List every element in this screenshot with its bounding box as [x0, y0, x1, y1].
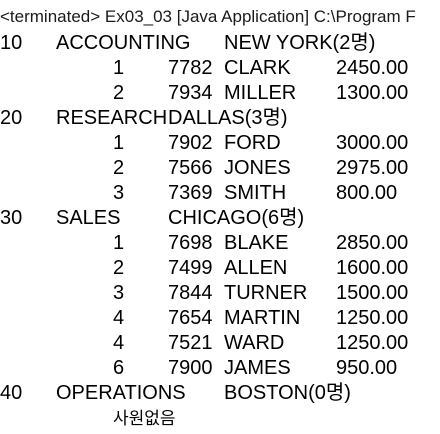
dept-number: 30 — [0, 207, 23, 229]
dept-number: 10 — [0, 32, 23, 54]
employee-row: 3 7844 TURNER 1500.00 — [0, 281, 440, 306]
employee-rank: 1 — [113, 57, 125, 79]
employee-salary: 950.00 — [336, 357, 398, 379]
employee-rank: 1 — [113, 132, 125, 154]
dept-name: ACCOUNTING — [56, 32, 191, 54]
employee-row: 1 7782 CLARK 2450.00 — [0, 56, 440, 81]
employee-number: 7934 — [168, 82, 213, 104]
employee-salary: 3000.00 — [336, 132, 409, 154]
employee-salary: 1300.00 — [336, 82, 409, 104]
employee-rank: 4 — [113, 332, 125, 354]
employee-name: MILLER — [224, 82, 297, 104]
employee-number: 7499 — [168, 257, 213, 279]
employee-rank: 3 — [113, 182, 125, 204]
employee-row: 2 7934 MILLER 1300.00 — [0, 81, 440, 106]
console-header: <terminated> Ex03_03 [Java Application] … — [0, 7, 416, 26]
employee-name: JAMES — [224, 357, 291, 379]
employee-number: 7844 — [168, 282, 213, 304]
employee-number: 7566 — [168, 157, 213, 179]
employee-number: 7902 — [168, 132, 213, 154]
employee-row: 6 7900 JAMES 950.00 — [0, 356, 440, 381]
dept-row: 20 RESEARCH DALLAS(3명) — [0, 106, 440, 131]
employee-row: 4 7654 MARTIN 1250.00 — [0, 306, 440, 331]
employee-rank: 6 — [113, 357, 125, 379]
employee-name: SMITH — [224, 182, 287, 204]
employee-salary: 1600.00 — [336, 257, 409, 279]
employee-name: FORD — [224, 132, 281, 154]
employee-name: TURNER — [224, 282, 308, 304]
dept-name: SALES — [56, 207, 121, 229]
employee-rank: 1 — [113, 232, 125, 254]
employee-rank: 2 — [113, 82, 125, 104]
employee-rank: 4 — [113, 307, 125, 329]
employee-salary: 1250.00 — [336, 307, 409, 329]
employee-number: 7782 — [168, 57, 213, 79]
employee-name: JONES — [224, 157, 291, 179]
dept-number: 40 — [0, 382, 23, 404]
dept-location: NEW YORK(2명) — [224, 32, 376, 54]
dept-row: 30 SALES CHICAGO(6명) — [0, 206, 440, 231]
employee-number: 7654 — [168, 307, 213, 329]
employee-number: 7900 — [168, 357, 213, 379]
employee-salary: 1250.00 — [336, 332, 409, 354]
employee-rank: 2 — [113, 157, 125, 179]
dept-name: OPERATIONS — [56, 382, 186, 404]
no-employees-message: 사원없음 — [113, 409, 176, 428]
employee-name: BLAKE — [224, 232, 289, 254]
dept-location: DALLAS(3명) — [168, 107, 288, 129]
employee-name: ALLEN — [224, 257, 288, 279]
employee-salary: 2975.00 — [336, 157, 409, 179]
employee-rank: 3 — [113, 282, 125, 304]
employee-row: 1 7902 FORD 3000.00 — [0, 131, 440, 156]
dept-row: 40 OPERATIONS BOSTON(0명) — [0, 381, 440, 406]
empty-dept-row: 사원없음 — [0, 406, 440, 431]
employee-name: MARTIN — [224, 307, 301, 329]
dept-location: BOSTON(0명) — [224, 382, 351, 404]
employee-row: 2 7499 ALLEN 1600.00 — [0, 256, 440, 281]
employee-name: WARD — [224, 332, 285, 354]
dept-number: 20 — [0, 107, 23, 129]
employee-row: 2 7566 JONES 2975.00 — [0, 156, 440, 181]
employee-row: 4 7521 WARD 1250.00 — [0, 331, 440, 356]
employee-number: 7369 — [168, 182, 213, 204]
employee-number: 7698 — [168, 232, 213, 254]
employee-number: 7521 — [168, 332, 213, 354]
employee-rank: 2 — [113, 257, 125, 279]
employee-name: CLARK — [224, 57, 291, 79]
employee-salary: 2450.00 — [336, 57, 409, 79]
dept-location: CHICAGO(6명) — [168, 207, 305, 229]
dept-name: RESEARCH — [56, 107, 168, 129]
employee-salary: 800.00 — [336, 182, 398, 204]
employee-row: 1 7698 BLAKE 2850.00 — [0, 231, 440, 256]
employee-row: 3 7369 SMITH 800.00 — [0, 181, 440, 206]
employee-salary: 2850.00 — [336, 232, 409, 254]
employee-salary: 1500.00 — [336, 282, 409, 304]
dept-row: 10 ACCOUNTING NEW YORK(2명) — [0, 31, 440, 56]
